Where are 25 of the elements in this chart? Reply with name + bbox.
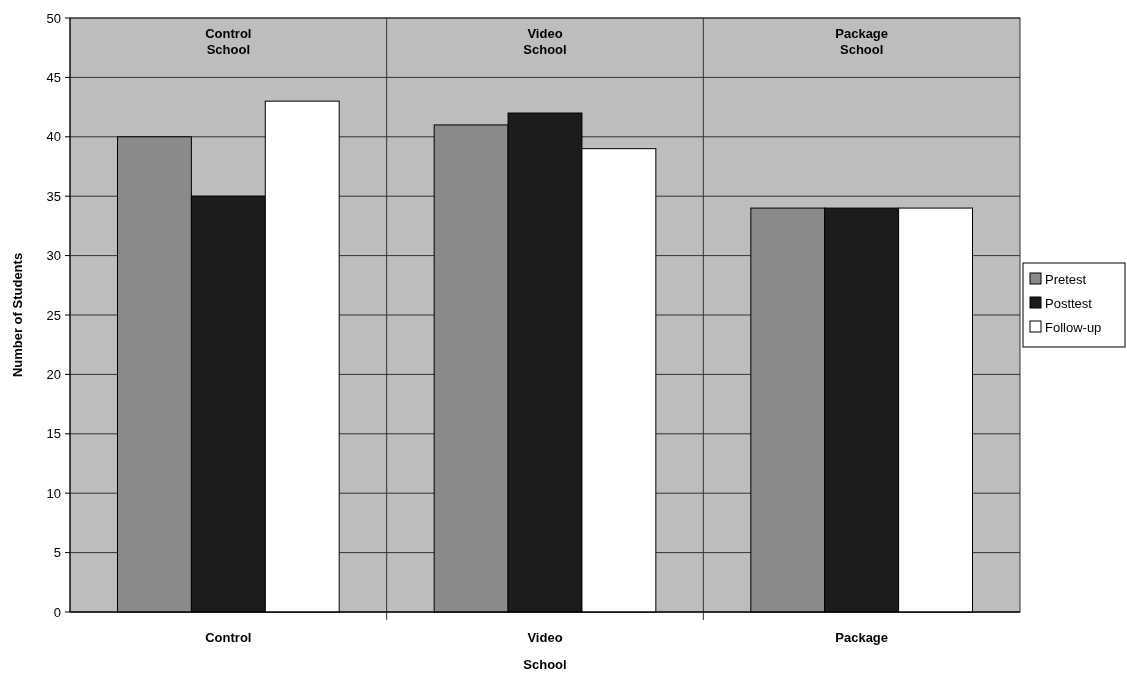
x-axis-title: School [523,657,567,672]
y-tick-label: 5 [53,545,61,561]
y-tick-label: 40 [46,129,61,145]
y-tick-label: 35 [46,188,61,204]
y-tick-label: 10 [46,485,61,501]
text: School [206,42,251,57]
x-tick-label: Package [835,26,889,41]
y-tick-label: 50 [46,10,61,26]
legend-label: Follow-up [1045,319,1102,335]
category-label: Package [835,630,889,645]
text: School [839,42,884,57]
text: School [523,42,567,57]
y-tick-label: 25 [46,307,61,323]
y-tick-label: 30 [46,248,61,264]
y-tick-label: 20 [46,366,61,382]
category-label: Video [527,630,563,645]
x-tick-label: Control [205,26,252,41]
y-tick-label: 15 [46,426,61,442]
y-tick-label: 45 [46,69,61,85]
y-axis-title: Number of Students [10,252,25,378]
x-tick-label: Video [527,26,563,41]
legend-label: Posttest [1045,295,1093,311]
category-label: Control [205,630,252,645]
legend-label: Pretest [1045,271,1087,287]
y-tick-label: 0 [53,604,61,620]
